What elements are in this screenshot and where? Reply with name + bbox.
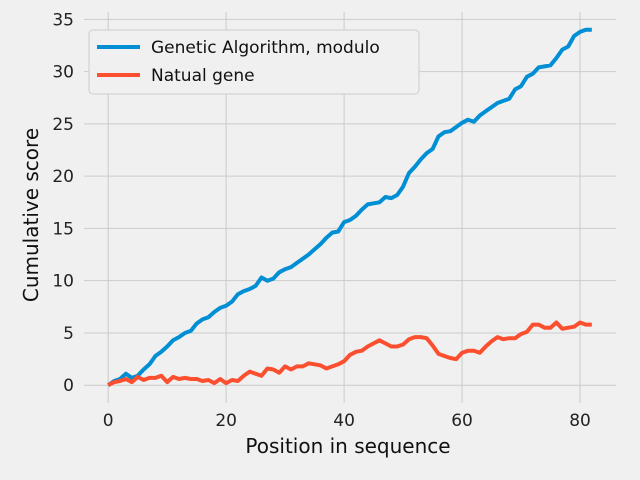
y-tick-label: 10 xyxy=(52,272,74,292)
y-tick-label: 35 xyxy=(52,10,74,30)
x-tick-label: 20 xyxy=(215,411,237,431)
tick-labels: 0 20 40 60 80 0 5 10 15 20 25 30 35 xyxy=(52,10,590,431)
legend-box xyxy=(88,29,420,95)
x-tick-label: 60 xyxy=(451,411,473,431)
x-axis-label: Position in sequence xyxy=(245,434,450,458)
y-tick-label: 25 xyxy=(52,115,74,135)
y-tick-label: 20 xyxy=(52,167,74,187)
y-axis-label: Cumulative score xyxy=(19,128,43,302)
y-tick-label: 0 xyxy=(63,376,74,396)
x-tick-label: 40 xyxy=(333,411,355,431)
legend: Genetic Algorithm, modulo Natual gene xyxy=(88,29,420,95)
legend-label-genetic: Genetic Algorithm, modulo xyxy=(151,38,380,58)
x-tick-label: 0 xyxy=(103,411,114,431)
y-tick-label: 15 xyxy=(52,219,74,239)
x-tick-label: 80 xyxy=(569,411,591,431)
series-line-natural-gene xyxy=(107,320,592,387)
y-tick-label: 30 xyxy=(52,63,74,83)
legend-label-natural: Natual gene xyxy=(151,66,255,86)
series-layer xyxy=(107,27,592,387)
series-line-genetic-algorithm xyxy=(107,27,592,387)
y-tick-label: 5 xyxy=(63,324,74,344)
